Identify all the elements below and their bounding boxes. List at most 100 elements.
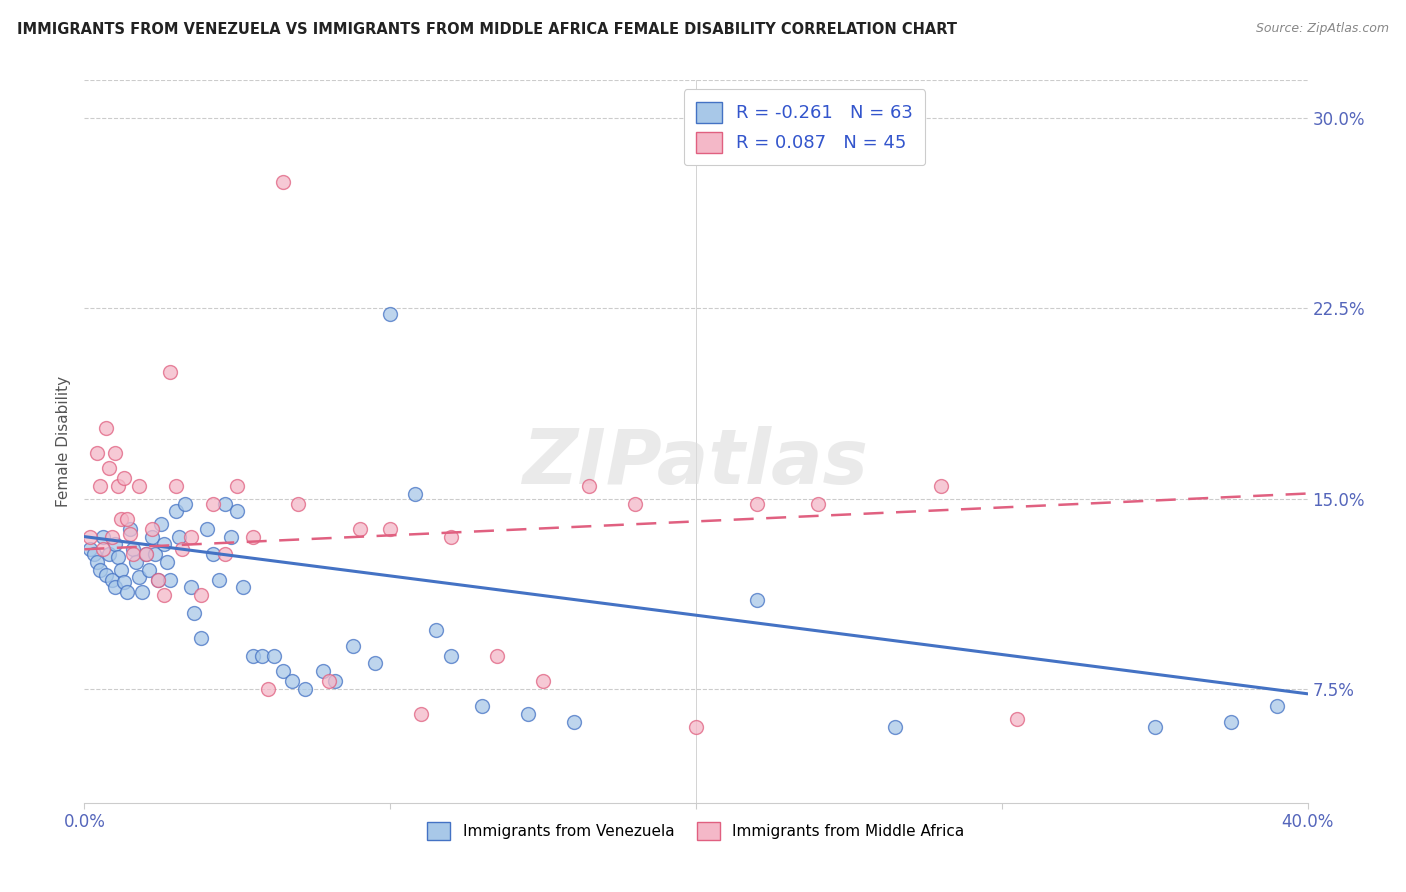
Point — [578, 479, 600, 493]
Point — [195, 522, 218, 536]
Point — [190, 588, 212, 602]
Point — [146, 573, 169, 587]
Point — [180, 580, 202, 594]
Point — [624, 497, 647, 511]
Point — [146, 573, 169, 587]
Point — [516, 707, 538, 722]
Point — [128, 479, 150, 493]
Point — [107, 549, 129, 564]
Point — [180, 530, 202, 544]
Point — [91, 530, 114, 544]
Point — [159, 573, 181, 587]
Point — [250, 648, 273, 663]
Point — [138, 563, 160, 577]
Point — [110, 563, 132, 577]
Point — [149, 516, 172, 531]
Point — [125, 555, 148, 569]
Point — [165, 504, 187, 518]
Point — [91, 542, 114, 557]
Point — [159, 365, 181, 379]
Point — [110, 512, 132, 526]
Point — [174, 497, 197, 511]
Point — [156, 555, 179, 569]
Point — [89, 479, 111, 493]
Point — [120, 522, 142, 536]
Point — [242, 648, 264, 663]
Point — [135, 547, 157, 561]
Point — [883, 720, 905, 734]
Point — [281, 674, 304, 689]
Point — [83, 547, 105, 561]
Point — [89, 563, 111, 577]
Point — [807, 497, 830, 511]
Point — [342, 639, 364, 653]
Point — [172, 542, 194, 557]
Point — [1005, 712, 1028, 726]
Point — [115, 512, 138, 526]
Point — [380, 522, 402, 536]
Point — [101, 573, 124, 587]
Point — [86, 446, 108, 460]
Point — [232, 580, 254, 594]
Point — [97, 461, 120, 475]
Point — [1220, 714, 1243, 729]
Point — [201, 547, 224, 561]
Point — [287, 497, 309, 511]
Point — [242, 530, 264, 544]
Point — [86, 555, 108, 569]
Point — [226, 504, 249, 518]
Point — [120, 527, 142, 541]
Point — [104, 580, 127, 594]
Point — [271, 664, 294, 678]
Point — [94, 420, 117, 434]
Point — [190, 631, 212, 645]
Point — [135, 547, 157, 561]
Point — [531, 674, 554, 689]
Point — [440, 530, 463, 544]
Point — [97, 547, 120, 561]
Point — [122, 547, 145, 561]
Point — [112, 471, 135, 485]
Point — [380, 306, 402, 320]
Point — [226, 479, 249, 493]
Text: IMMIGRANTS FROM VENEZUELA VS IMMIGRANTS FROM MIDDLE AFRICA FEMALE DISABILITY COR: IMMIGRANTS FROM VENEZUELA VS IMMIGRANTS … — [17, 22, 957, 37]
Point — [312, 664, 335, 678]
Point — [271, 175, 294, 189]
Point — [562, 714, 585, 729]
Point — [79, 542, 101, 557]
Point — [263, 648, 285, 663]
Point — [747, 593, 769, 607]
Point — [94, 567, 117, 582]
Point — [104, 537, 127, 551]
Point — [1143, 720, 1166, 734]
Point — [440, 648, 463, 663]
Point — [294, 681, 316, 696]
Point — [349, 522, 371, 536]
Point — [131, 585, 153, 599]
Point — [1265, 699, 1288, 714]
Point — [143, 547, 166, 561]
Point — [323, 674, 346, 689]
Point — [257, 681, 280, 696]
Point — [404, 486, 426, 500]
Legend: Immigrants from Venezuela, Immigrants from Middle Africa: Immigrants from Venezuela, Immigrants fr… — [422, 816, 970, 846]
Point — [115, 585, 138, 599]
Point — [425, 624, 447, 638]
Point — [219, 530, 242, 544]
Point — [122, 542, 145, 557]
Point — [318, 674, 340, 689]
Point — [685, 720, 707, 734]
Point — [486, 648, 509, 663]
Point — [747, 497, 769, 511]
Point — [107, 479, 129, 493]
Point — [153, 537, 176, 551]
Point — [104, 446, 127, 460]
Point — [141, 522, 163, 536]
Y-axis label: Female Disability: Female Disability — [56, 376, 72, 508]
Point — [165, 479, 187, 493]
Point — [141, 530, 163, 544]
Point — [929, 479, 952, 493]
Point — [214, 547, 236, 561]
Point — [101, 530, 124, 544]
Point — [79, 530, 101, 544]
